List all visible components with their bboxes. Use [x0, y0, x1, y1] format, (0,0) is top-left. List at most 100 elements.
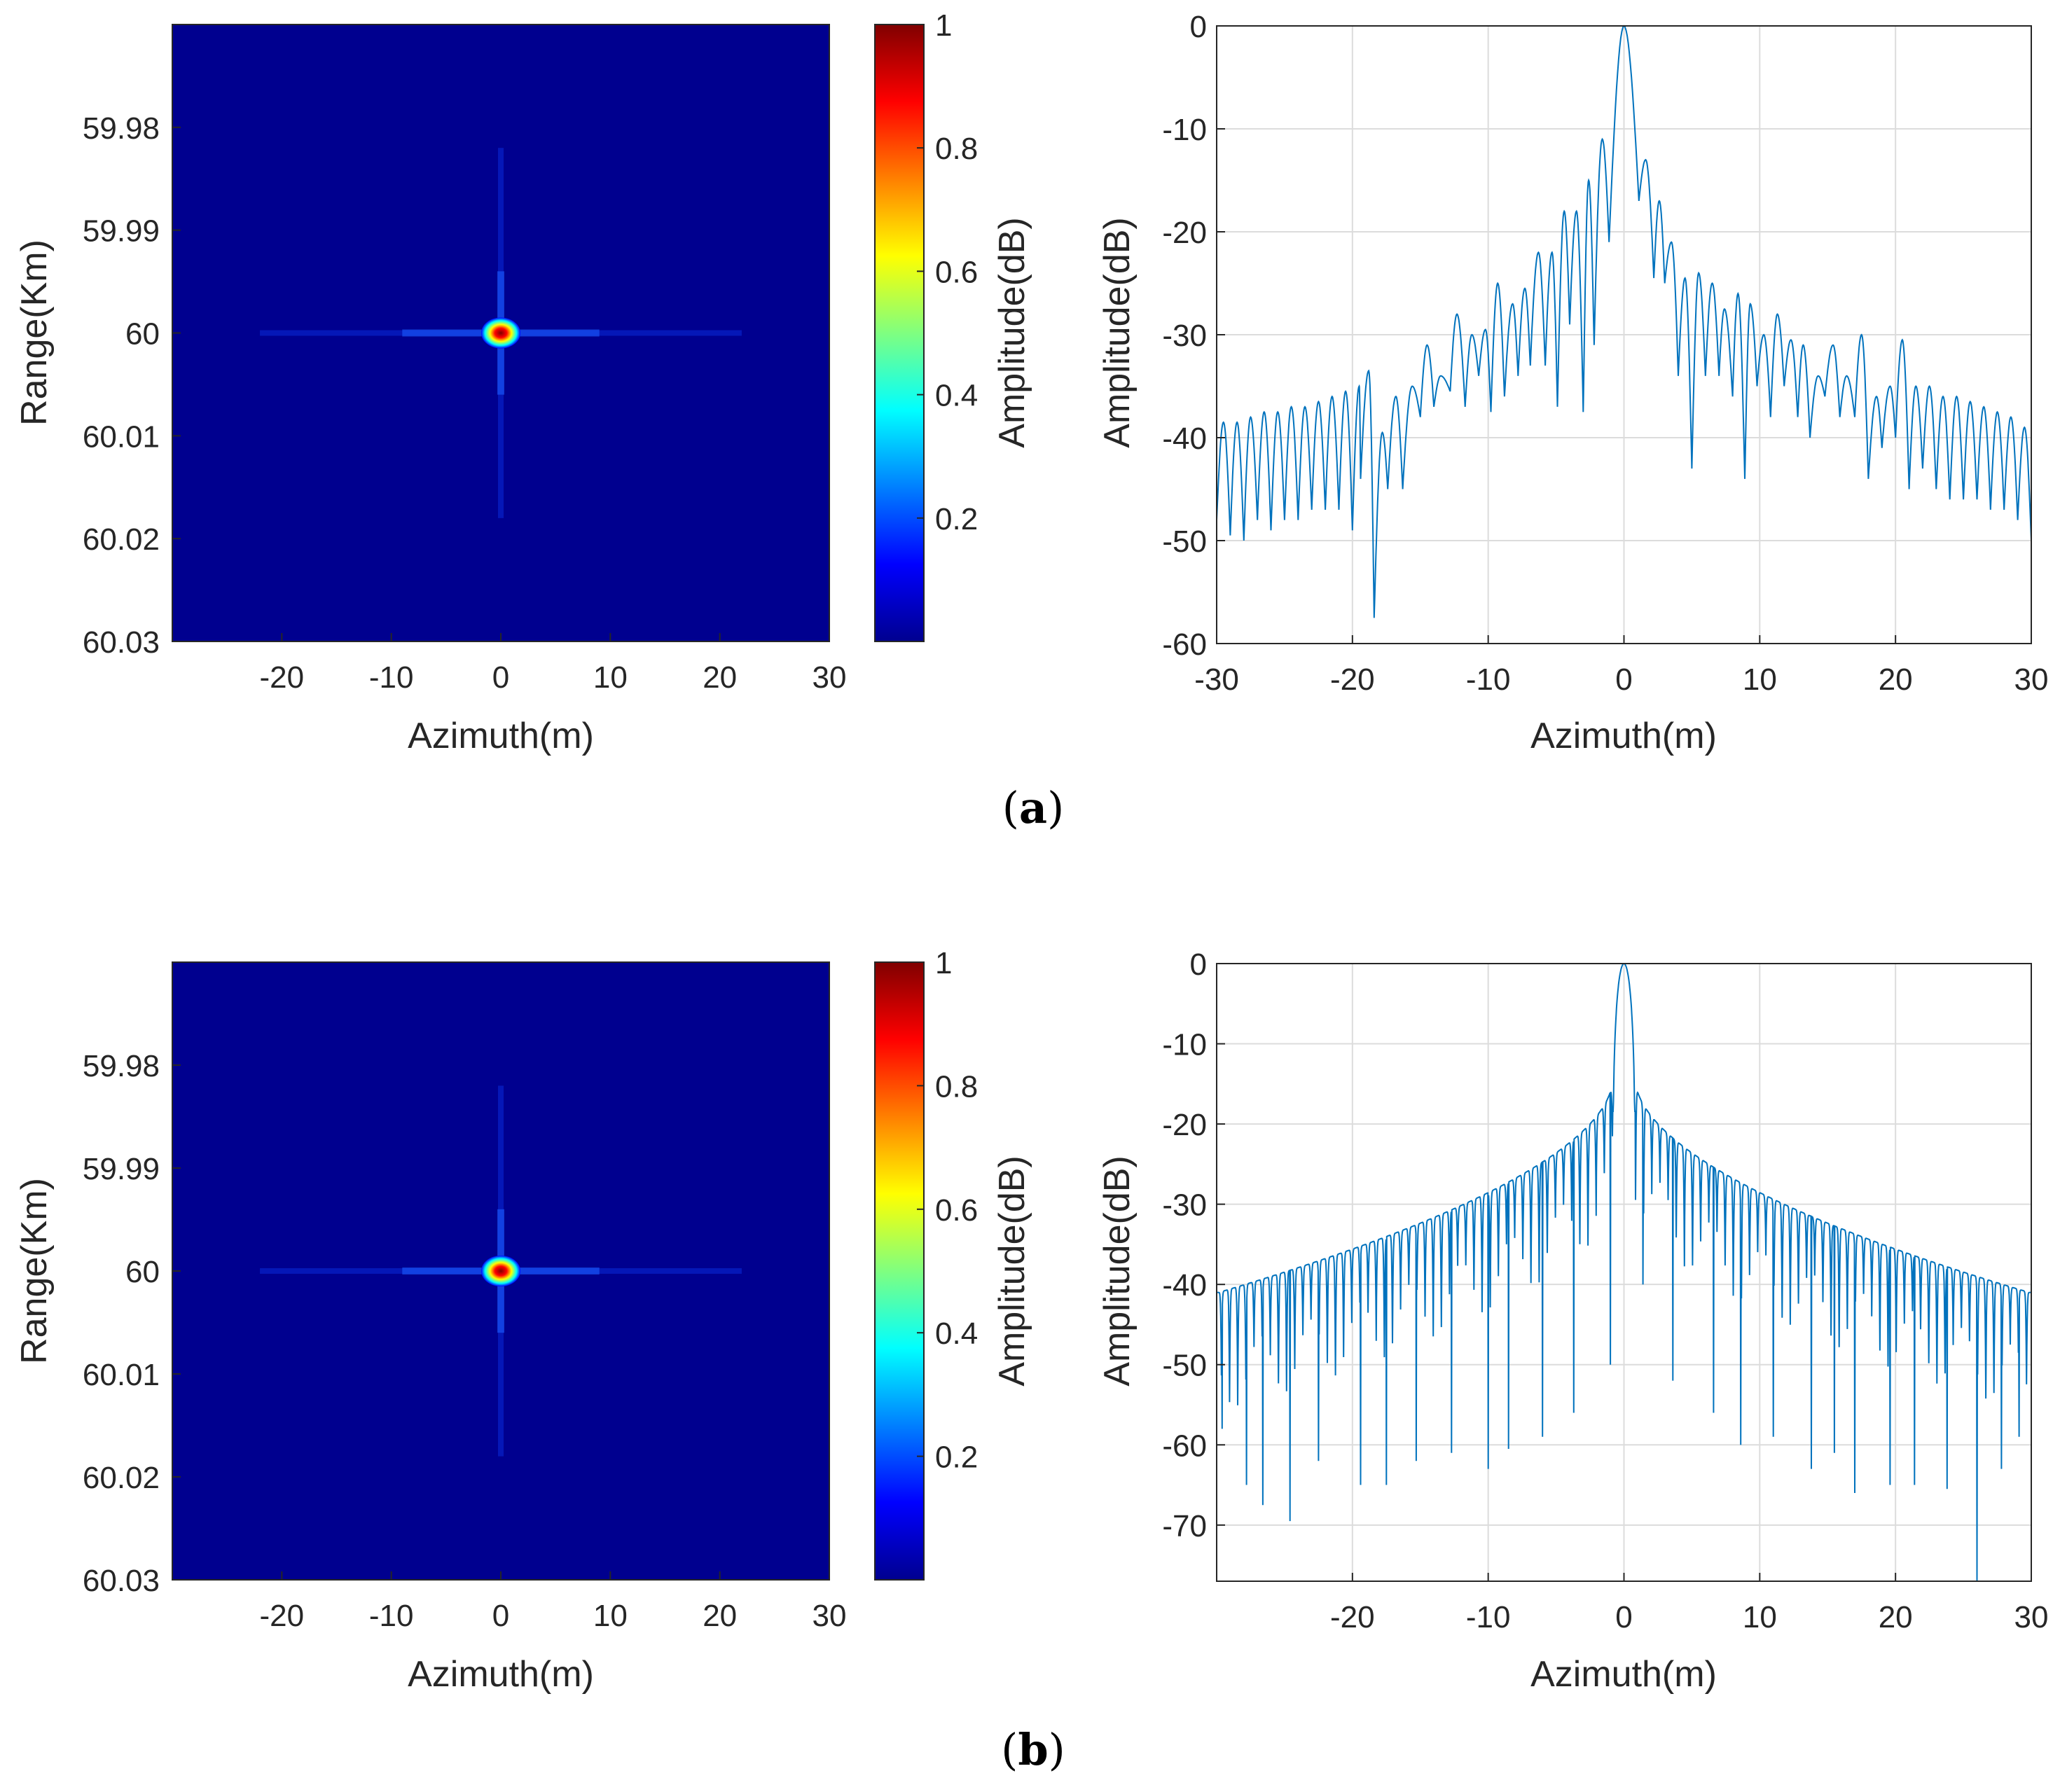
lineplot-b-ytick-label: -50 [1162, 1349, 1207, 1383]
heatmap-a-ytick-label: 60.01 [83, 419, 160, 454]
colorbar-a-label: Amplitude(dB) [992, 217, 1032, 447]
heatmap-a-frame [172, 24, 830, 642]
heatmap-a-ytick-label: 59.99 [83, 214, 160, 249]
lineplot-b-xtick-label: 30 [2014, 1600, 2049, 1634]
lineplot-a-ytick-label: -30 [1162, 319, 1207, 353]
lineplot-a-xtick-label: -10 [1466, 662, 1511, 697]
heatmap-a-colorbar-tick-label: 0.8 [935, 132, 978, 166]
lineplot-b: -20 -10 0 10 20 30 0 -10 -20 -30 -40 -50 -60 -70 Azim… [1097, 947, 2048, 1695]
heatmap-b-xtick-label: -20 [260, 1599, 305, 1633]
lineplot-a-xtick-label: -20 [1330, 662, 1375, 697]
heatmap-a-ticks: -20 -10 0 10 20 30 59.98 59.99 60 60.01 60.02 60.03 [83, 111, 847, 695]
heatmap-a-ytick-label: 59.98 [83, 111, 160, 146]
lineplot-b-ytick-label: -70 [1162, 1509, 1207, 1543]
lineplot-a-ylabel: Amplitude(dB) [1097, 217, 1138, 447]
panel-label-a: (a) [1002, 782, 1065, 833]
heatmap-b-colorbar-tick-label: 0.6 [935, 1193, 978, 1228]
lineplot-a-xtick-label: -30 [1194, 662, 1239, 697]
heatmap-b-colorbar-tick-label: 0.8 [935, 1069, 978, 1104]
heatmap-b-ytick-label: 60.01 [83, 1358, 160, 1392]
heatmap-a-ytick-label: 60 [125, 317, 160, 352]
heatmap-a-colorbar-tick-label: 0.6 [935, 255, 978, 289]
heatmap-a-colorbar-tick-label: 1 [935, 8, 952, 43]
heatmap-a-sidelobes [260, 148, 742, 518]
panel-label-b: (b) [1001, 1724, 1065, 1775]
heatmap-a-xtick-label: 0 [492, 660, 509, 695]
lineplot-b-xtick-label: -10 [1466, 1600, 1511, 1634]
lineplot-b-ytick-label: -30 [1162, 1188, 1207, 1223]
heatmap-b: -20 -10 0 10 20 30 59.98 59.99 60 60.01 60.02 60.03… [14, 946, 1032, 1695]
colorbar-b-frame [874, 961, 925, 1581]
lineplot-a-xtick-label: 20 [1879, 662, 1913, 697]
lineplot-b-xtick-label: 10 [1743, 1600, 1777, 1634]
heatmap-b-xtick-label: -10 [369, 1599, 414, 1633]
lineplot-a-ytick-label: -40 [1162, 422, 1207, 456]
heatmap-a-peak-spot [481, 317, 520, 349]
heatmap-b-ytick-label: 59.98 [83, 1049, 160, 1083]
colorbar-b-gradient [875, 962, 924, 1580]
panel-a: -20 -10 0 10 20 3059.9859.996060.0160.0260.03… [14, 8, 2048, 833]
lineplot-b-xlabel: Azimuth(m) [1530, 1654, 1717, 1695]
heatmap-b-xlabel: Azimuth(m) [408, 1654, 594, 1695]
lineplot-a-ytick-label: -20 [1162, 216, 1207, 250]
lineplot-a-ytick-label: -60 [1162, 627, 1207, 662]
heatmap-a-xtick-label: -10 [369, 660, 414, 695]
heatmap-b-peak-spot [481, 1256, 520, 1286]
lineplot-b-xtick-label: 20 [1879, 1600, 1913, 1634]
heatmap-a-xtick-label: 10 [593, 660, 628, 695]
heatmap-a: -20 -10 0 10 20 30 59.98 59.99 60 60.01 60.02 60.03… [14, 8, 1032, 756]
heatmap-b-xtick-label: 10 [593, 1599, 628, 1633]
colorbar-a-frame [874, 24, 925, 642]
lineplot-b-ytick-label: -40 [1162, 1268, 1207, 1303]
heatmap-a-xtick-label: -20 [260, 660, 305, 695]
lineplot-b-ylabel: Amplitude(dB) [1097, 1155, 1138, 1386]
heatmap-b-ytick-label: 60.03 [83, 1564, 160, 1598]
heatmap-b-ytick-label: 59.99 [83, 1152, 160, 1186]
lineplot-b-grid [1217, 963, 2032, 1581]
lineplot-a-ticks: -30 -20 -10 0 10 20 30 0 -10 -20 -30 -40 -50 -60 [1162, 10, 2048, 697]
heatmap-a-xtick-label: 20 [703, 660, 737, 695]
heatmap-a-colorbar-tick-label: 0.4 [935, 379, 978, 413]
lineplot-a-ytick-label: -50 [1162, 525, 1207, 559]
heatmap-b-colorbar-tick-label: 0.2 [935, 1440, 978, 1475]
heatmap-b-colorbar-tick-label: 1 [935, 946, 952, 980]
lineplot-a-ytick-label: -10 [1162, 113, 1207, 147]
lineplot-a-frame [1216, 25, 2032, 644]
lineplot-a-ytick-label: 0 [1190, 10, 1207, 44]
colorbar-a-ticks: 0.2 0.4 0.6 0.8 1 [917, 8, 978, 536]
heatmap-a-ytick-label: 60.03 [83, 625, 160, 660]
heatmap-a-ytick-label: 60.02 [83, 522, 160, 557]
heatmap-b-ytick-label: 60.02 [83, 1461, 160, 1495]
lineplot-b-ticks: -20 -10 0 10 20 30 0 -10 -20 -30 -40 -50 -60 -70 [1162, 947, 2048, 1634]
lineplot-a: -30 -20 -10 0 10 20 30 0 -10 -20 -30 -40 -50 -60 Azim… [1097, 10, 2048, 756]
lineplot-b-ytick-label: 0 [1190, 947, 1207, 982]
heatmap-b-xtick-label: 20 [703, 1599, 737, 1633]
heatmap-b-ticks: -20 -10 0 10 20 30 59.98 59.99 60 60.01 60.02 60.03 [83, 1049, 847, 1633]
lineplot-a-xtick-label: 30 [2014, 662, 2049, 697]
lineplot-b-frame [1216, 963, 2032, 1582]
heatmap-a-xlabel: Azimuth(m) [408, 716, 594, 756]
heatmap-b-sidelobes [260, 1085, 742, 1457]
lineplot-b-ytick-label: -10 [1162, 1028, 1207, 1062]
lineplot-b-ytick-label: -60 [1162, 1429, 1207, 1463]
colorbar-b-ticks: 0.2 0.4 0.6 0.8 1 [917, 946, 978, 1475]
lineplot-a-xtick-label: 0 [1615, 662, 1632, 697]
lineplot-a-xtick-label: 10 [1743, 662, 1777, 697]
colorbar-a: 0.2 0.4 0.6 0.8 1 Amplitude(dB) [874, 8, 1032, 642]
heatmap-b-frame [172, 961, 830, 1581]
lineplot-b-xtick-label: 0 [1615, 1600, 1632, 1634]
heatmap-b-xtick-label: 30 [813, 1599, 847, 1633]
heatmap-a-colorbar-tick-label: 0.2 [935, 502, 978, 536]
lineplot-b-ytick-label: -20 [1162, 1108, 1207, 1142]
heatmap-b-xtick-label: 0 [492, 1599, 509, 1633]
panel-b: -20 -10 0 10 20 3059.9859.996060.0160.0260.03… [14, 946, 2048, 1775]
heatmap-a-xtick-label: 30 [813, 660, 847, 695]
colorbar-a-gradient [875, 25, 924, 641]
colorbar-b: 0.2 0.4 0.6 0.8 1 Amplitude(dB) [874, 946, 1032, 1581]
colorbar-b-label: Amplitude(dB) [992, 1155, 1032, 1386]
heatmap-a-ylabel: Range(Km) [14, 239, 55, 426]
lineplot-a-xlabel: Azimuth(m) [1530, 716, 1717, 756]
heatmap-b-ylabel: Range(Km) [14, 1178, 55, 1364]
lineplot-b-xtick-label: -20 [1330, 1600, 1375, 1634]
